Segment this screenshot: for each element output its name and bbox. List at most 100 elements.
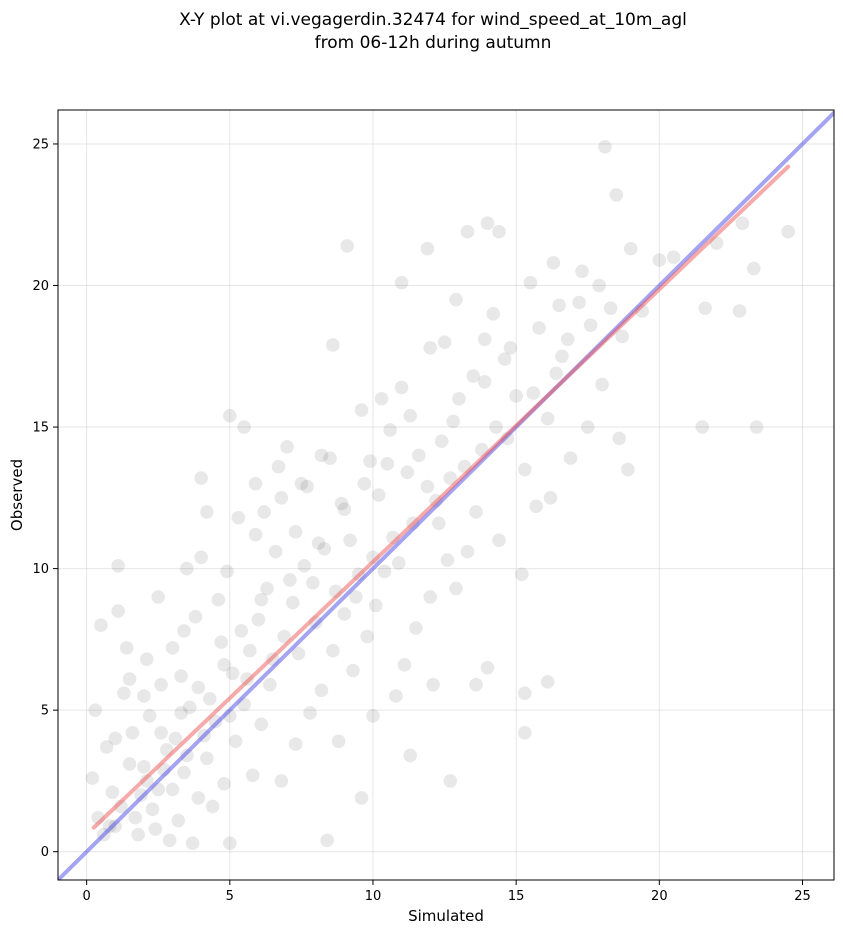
scatter-point [205, 799, 220, 814]
scatter-point [612, 431, 627, 446]
scatter-point [311, 536, 326, 550]
scatter-point [695, 420, 710, 434]
scatter-point [288, 737, 303, 751]
y-axis-label: Observed [8, 459, 26, 531]
scatter-point [117, 686, 131, 700]
scatter-point [443, 471, 458, 485]
scatter-point [440, 553, 455, 567]
scatter-point [443, 774, 458, 788]
scatter-point [489, 420, 503, 434]
scatter-point [108, 731, 123, 746]
scatter-point [139, 652, 154, 666]
scatter-point [749, 420, 764, 434]
plot-frame [57, 109, 835, 881]
scatter-point [182, 700, 197, 715]
scatter-point [248, 476, 263, 491]
scatter-point [449, 581, 463, 596]
scatter-point [437, 335, 452, 349]
scatter-point [231, 510, 246, 525]
scatter-point [621, 462, 635, 477]
scatter-point [460, 224, 475, 239]
scatter-point [371, 488, 386, 502]
scatter-point [460, 544, 475, 559]
scatter-point [529, 499, 543, 514]
scatter-point [317, 541, 332, 556]
scatter-point [346, 663, 360, 678]
scatter-point [142, 709, 157, 723]
scatter-point [403, 408, 418, 423]
scatter-point [546, 256, 561, 270]
x-tick-label-3: 15 [508, 889, 525, 904]
scatter-point [326, 338, 340, 352]
scatter-point [369, 598, 383, 613]
scatter-point [257, 505, 271, 519]
scatter-point [377, 564, 392, 579]
scatter-point [480, 660, 495, 675]
scatter-point [420, 241, 435, 256]
scatter-point [575, 264, 589, 279]
scatter-point [394, 275, 409, 290]
scatter-point [480, 216, 495, 231]
scatter-point [426, 677, 440, 692]
scatter-point [334, 496, 349, 511]
scatter-point [251, 612, 266, 627]
y-tick-label-0: 0 [41, 845, 49, 860]
scatter-point [652, 253, 667, 267]
scatter-point [580, 420, 595, 434]
scatter-point [137, 759, 151, 774]
scatter-point [469, 505, 483, 519]
scatter-point [177, 765, 191, 780]
scatter-point [366, 709, 380, 723]
scatter-point [191, 680, 206, 695]
scatter-point [560, 332, 575, 347]
scatter-point [357, 476, 372, 491]
scatter-point [403, 748, 418, 763]
scatter-point [523, 275, 538, 290]
scatter-point [747, 261, 761, 276]
x-tick-label-4: 20 [651, 889, 668, 904]
scatter-point [223, 836, 237, 850]
scatter-point [623, 241, 638, 256]
scatter-point [99, 740, 114, 754]
scatter-point [217, 658, 231, 672]
scatter-point [274, 491, 289, 505]
scatter-point [185, 836, 200, 850]
scatter-point [517, 725, 532, 740]
scatter-point [294, 476, 309, 491]
scatter-point [194, 471, 208, 485]
scatter-point [105, 785, 120, 800]
scatter-point [122, 757, 137, 771]
x-tick-label-2: 10 [365, 889, 382, 904]
scatter-point [466, 369, 481, 383]
scatter-point [214, 635, 229, 650]
scatter-point [237, 420, 251, 434]
scatter-point [449, 292, 463, 307]
scatter-point [148, 822, 163, 836]
scatter-point [609, 188, 624, 202]
scatter-point [151, 590, 166, 604]
scatter-point [94, 618, 108, 633]
scatter-point [137, 689, 151, 703]
scatter-point [154, 725, 168, 740]
scatter-point [563, 451, 578, 465]
scatter-point [592, 278, 606, 293]
scatter-point [122, 672, 137, 686]
scatter-point [354, 791, 369, 805]
scatter-point [432, 516, 446, 531]
y-tick-label-1: 5 [41, 704, 49, 719]
scatter-point [497, 352, 512, 366]
scatter-point [549, 366, 564, 381]
scatter-point [111, 558, 125, 573]
scatter-point [128, 810, 143, 825]
scatter-point [191, 791, 206, 805]
scatter-point [171, 813, 186, 828]
scatter-point [400, 465, 415, 480]
scatter-point [515, 567, 529, 582]
scatter-point [543, 491, 558, 505]
scatter-point [234, 624, 249, 638]
x-tick-label-1: 5 [226, 889, 234, 904]
scatter-point [397, 658, 412, 672]
scatter-point [228, 734, 243, 749]
scatter-point [363, 454, 377, 468]
